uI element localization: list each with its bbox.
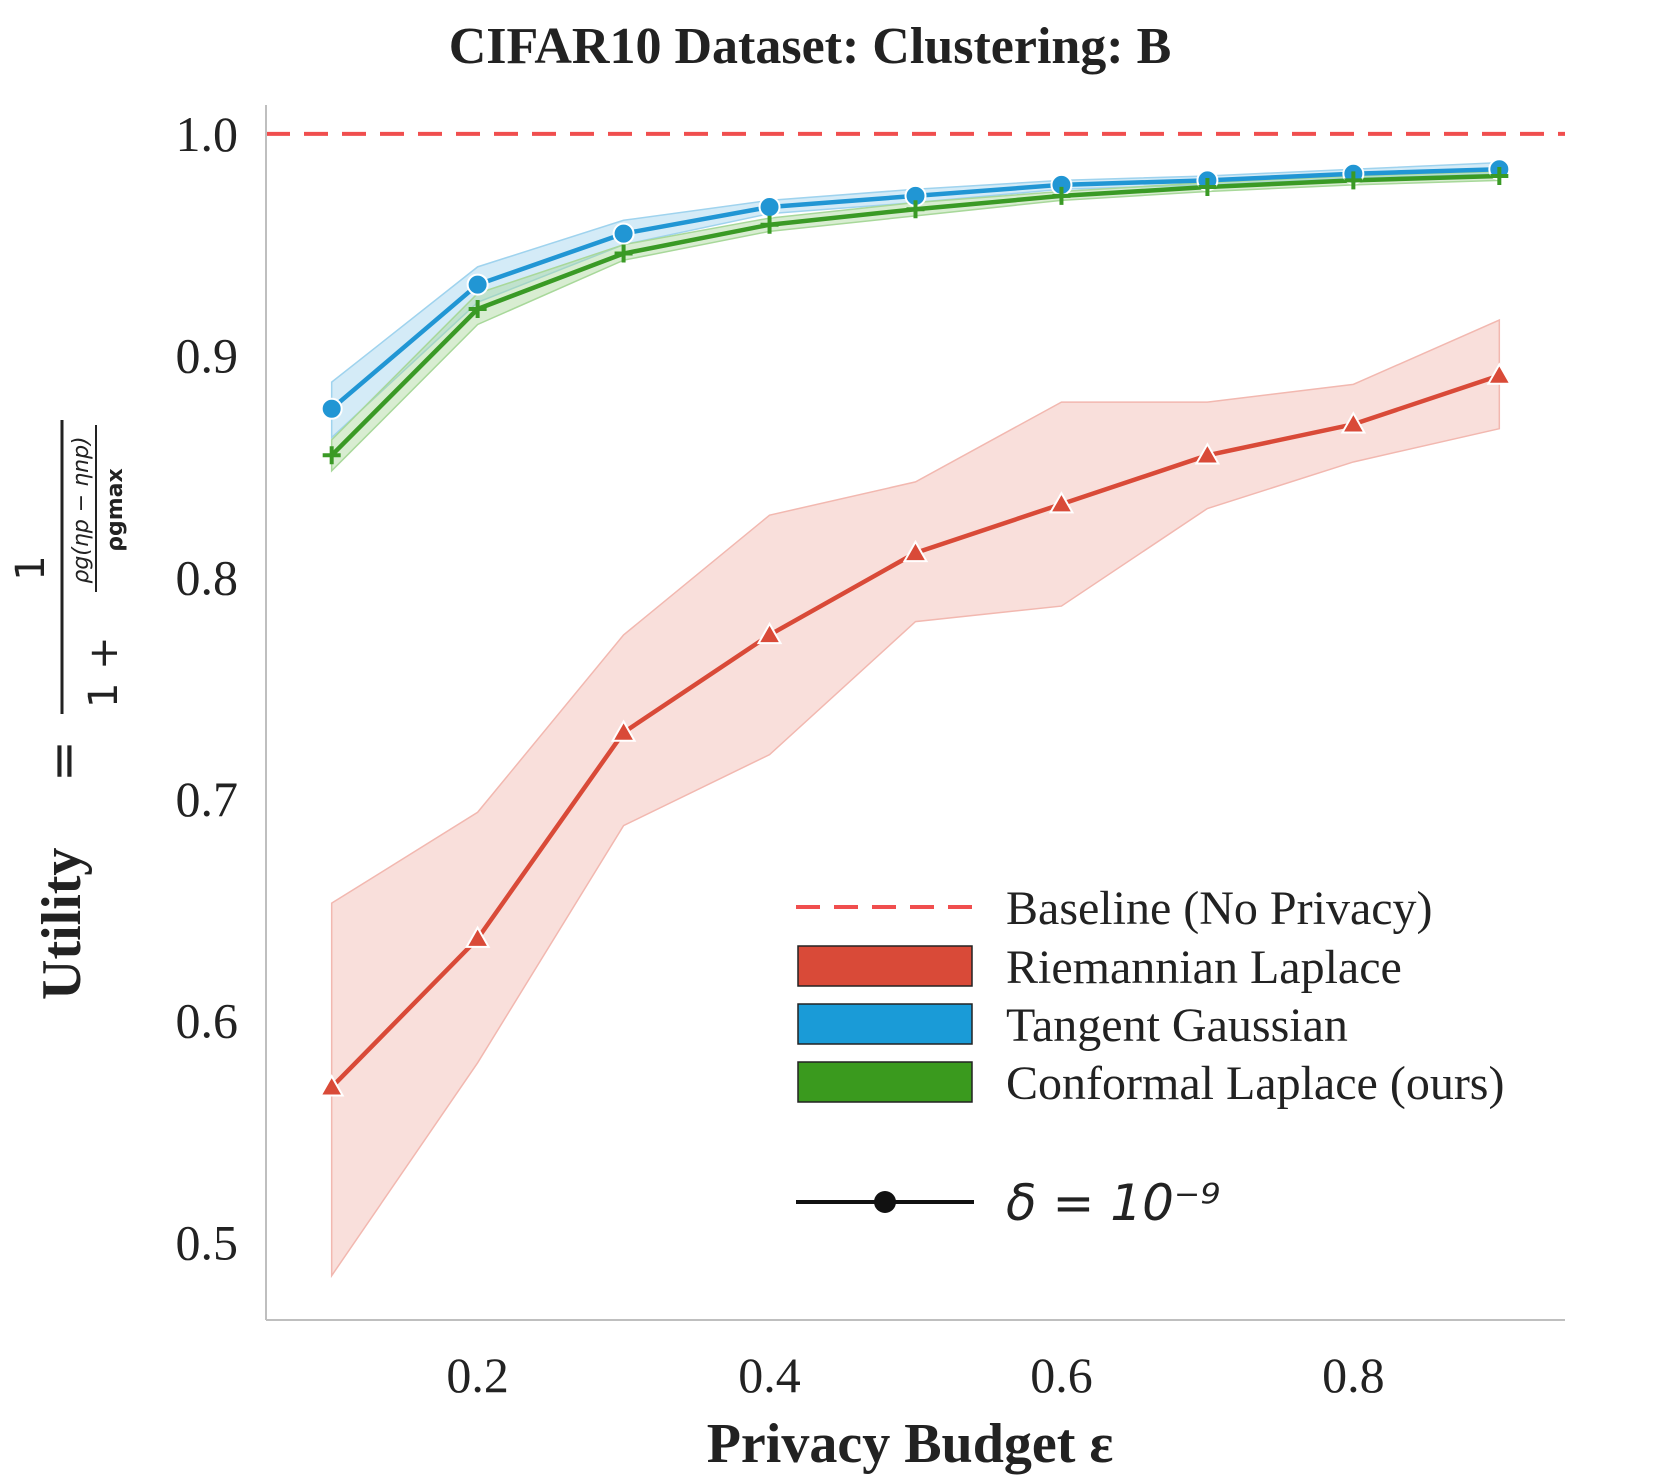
conformal-laplace-ours-point — [614, 244, 633, 263]
x-tick-label: 0.4 — [738, 1347, 801, 1403]
riemannian-laplace-point — [1340, 411, 1367, 434]
riemannian-laplace-point — [1486, 362, 1513, 385]
legend-tangent-swatch — [797, 1003, 973, 1045]
chart-title: CIFAR10 Dataset: Clustering: B — [449, 18, 1172, 75]
x-tick-label: 0.8 — [1322, 1347, 1385, 1403]
conformal-laplace-ours-point — [760, 215, 779, 234]
riemannian-laplace-band — [330, 318, 1501, 1279]
legend-style-marker — [874, 1191, 896, 1213]
riemannian-laplace-point — [318, 1074, 345, 1097]
riemannian-laplace-point — [902, 539, 929, 563]
y-tick-label: 0.5 — [176, 1214, 239, 1270]
y-axis-label-word: Utility — [31, 848, 93, 1000]
conformal-laplace-ours-point — [322, 446, 341, 465]
y-tick-label: 0.7 — [176, 771, 239, 827]
series-markers — [318, 158, 1513, 1097]
conformal-laplace-ours-point — [1052, 186, 1071, 205]
y-axis-label: Utility = 1 1 + ρg(ηp − ηnp) ρgmax — [8, 420, 128, 1000]
y-tick-label: 0.8 — [176, 549, 239, 605]
legend-label-tangent: Tangent Gaussian — [1006, 999, 1348, 1052]
conformal-laplace-ours-point — [1344, 171, 1363, 190]
y-axis-label-inner-numerator: ρg(ηp − ηnp) — [69, 436, 94, 583]
y-tick-label: 0.9 — [176, 328, 239, 384]
tangent-gaussian-point — [758, 195, 781, 218]
riemannian-laplace-point — [464, 925, 491, 948]
y-axis-label-denominator-prefix: 1 + — [81, 636, 127, 708]
y-axis-label-numerator: 1 — [8, 555, 54, 580]
tangent-gaussian-point — [612, 222, 635, 245]
tangent-gaussian-point — [466, 273, 489, 296]
conformal-laplace-ours-point — [906, 200, 925, 219]
x-tick-label: 0.2 — [446, 1347, 509, 1403]
legend-conformal-swatch — [797, 1061, 973, 1103]
y-tick-label: 0.6 — [176, 993, 239, 1049]
tangent-gaussian-point — [320, 397, 343, 420]
legend-label-conformal: Conformal Laplace (ours) — [1006, 1057, 1504, 1110]
y-axis-label-inner-denominator: ρgmax — [103, 468, 128, 551]
conformal-laplace-ours-point — [468, 299, 487, 318]
y-axis-label-equals: = — [34, 740, 92, 782]
x-tick-label: 0.6 — [1030, 1347, 1093, 1403]
legend-label-delta: δ = 10⁻⁹ — [1006, 1174, 1220, 1232]
riemannian-laplace-point — [756, 621, 783, 645]
conformal-laplace-ours-point — [1198, 178, 1217, 197]
x-tick-labels: 0.2 0.4 0.6 0.8 — [446, 1347, 1384, 1403]
conformal-laplace-ours-point — [1490, 166, 1509, 185]
legend-riemannian-swatch — [797, 945, 973, 987]
riemannian-laplace-point — [610, 719, 637, 742]
y-tick-labels: 0.5 0.6 0.7 0.8 0.9 1.0 — [176, 106, 239, 1271]
legend-label-baseline: Baseline (No Privacy) — [1006, 882, 1433, 935]
riemannian-laplace-point — [1048, 491, 1075, 514]
riemannian-laplace-point — [1194, 442, 1221, 465]
x-axis-label: Privacy Budget ε — [707, 1413, 1114, 1475]
y-tick-label: 1.0 — [176, 106, 239, 162]
legend-label-riemannian: Riemannian Laplace — [1006, 941, 1402, 994]
legend: Baseline (No Privacy) Riemannian Laplace… — [796, 882, 1504, 1232]
